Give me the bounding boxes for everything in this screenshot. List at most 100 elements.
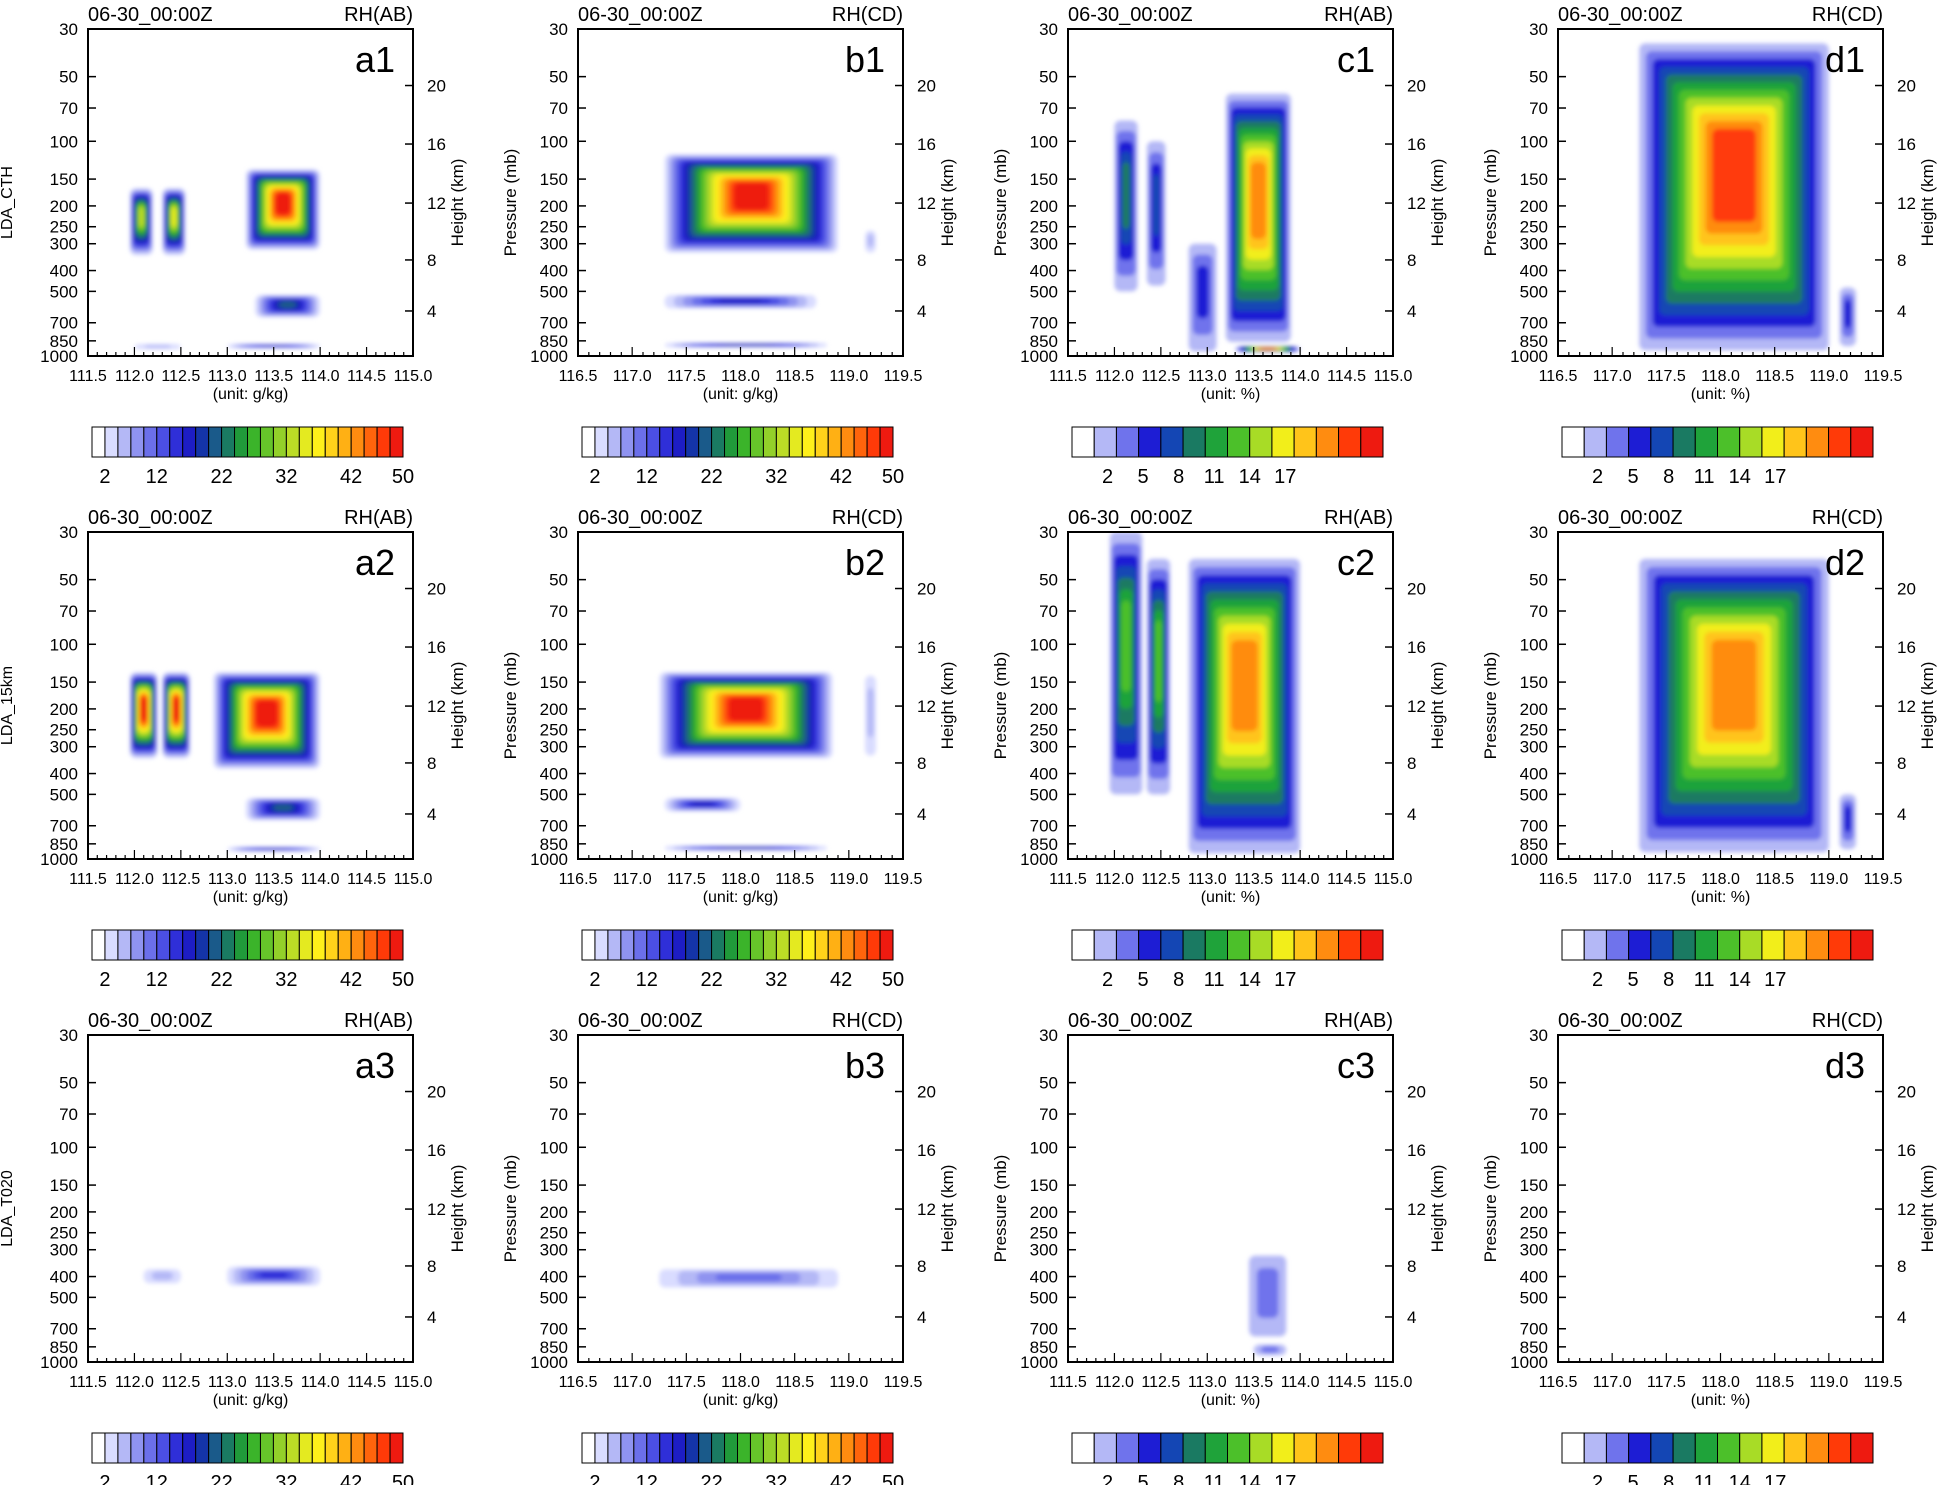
height-tick-label: 20 [917, 1083, 936, 1102]
contour-level-a2-0-23 [140, 697, 147, 721]
colorbar-label: 42 [340, 1472, 362, 1485]
pressure-tick-label: 400 [540, 765, 568, 784]
pressure-tick-label: 150 [1030, 1176, 1058, 1195]
x-axis-unit: (unit: g/kg) [703, 386, 779, 403]
height-tick-label: 20 [427, 580, 446, 599]
colorbar-label: 12 [636, 969, 658, 991]
colorbar-swatch [324, 1432, 339, 1464]
height-tick-label: 4 [1407, 1308, 1416, 1327]
colorbar-swatch [762, 426, 777, 458]
colorbar-swatch [221, 929, 236, 961]
colorbar-swatch [221, 426, 236, 458]
pressure-tick-label: 150 [540, 1176, 568, 1195]
height-tick-label: 16 [427, 135, 446, 154]
x-tick-label: 117.5 [667, 368, 706, 385]
contour-level-a2-2-23 [256, 700, 278, 727]
pressure-tick-label: 850 [50, 835, 78, 854]
x-tick-label: 112.5 [1141, 368, 1180, 385]
pressure-tick-label: 500 [1520, 1288, 1548, 1307]
height-tick-label: 8 [1407, 251, 1416, 270]
colorbar-swatch [1115, 426, 1140, 458]
height-axis-label: Height (km) [1918, 662, 1937, 750]
x-tick-label: 112.0 [115, 368, 154, 385]
pressure-tick-label: 300 [50, 1241, 78, 1260]
colorbar-label: 12 [146, 466, 168, 488]
colorbar-label: 22 [700, 466, 722, 488]
colorbar-swatch [1071, 1432, 1095, 1464]
x-tick-label: 114.0 [301, 1374, 340, 1391]
colorbar-label: 2 [1592, 1472, 1603, 1485]
panel-d1: 06-30_00:00Z RH(CD) d1 30 50 70 100 150 200 25030… [1481, 4, 1937, 488]
colorbar-swatch [389, 426, 404, 458]
x-tick-label: 113.5 [1234, 871, 1273, 888]
colorbar-swatch [337, 1432, 352, 1464]
x-tick-label: 114.0 [301, 368, 340, 385]
height-tick-label: 8 [917, 251, 926, 270]
colorbar-swatch [711, 1432, 726, 1464]
panel-a3: 06-30_00:00Z RH(AB)a330507010015020025030… [0, 1010, 467, 1485]
colorbar-label: 14 [1239, 466, 1261, 488]
left-title-a3: 06-30_00:00Z [88, 1010, 213, 1032]
panel-c3: 06-30_00:00Z RH(AB) c3 30 50 70 100 150 200 25030… [991, 1010, 1447, 1485]
colorbar-label: 11 [1204, 1472, 1225, 1485]
height-tick-label: 12 [1897, 697, 1916, 716]
x-axis-unit: (unit: %) [1691, 386, 1751, 403]
pressure-tick-label: 150 [50, 1176, 78, 1195]
x-tick-label: 118.5 [1755, 1374, 1794, 1391]
height-axis-label: Height (km) [938, 662, 957, 750]
colorbar-swatch [1338, 929, 1362, 961]
height-tick-label: 16 [1407, 135, 1426, 154]
x-tick-label: 115.0 [1374, 368, 1413, 385]
colorbar-swatch [1805, 1432, 1830, 1464]
colorbar-swatch [376, 929, 391, 961]
x-tick-label: 119.0 [1809, 871, 1848, 888]
colorbar-swatch [814, 929, 829, 961]
colorbar-label: 14 [1239, 969, 1261, 991]
right-title-d2: RH(CD) [1812, 507, 1883, 529]
height-tick-label: 16 [917, 638, 936, 657]
colorbar-label: 2 [589, 1472, 600, 1485]
x-tick-label: 113.5 [254, 871, 293, 888]
colorbar-swatch [749, 929, 764, 961]
panel-id-d2: d2 [1825, 542, 1865, 583]
colorbar-swatch [1605, 426, 1630, 458]
pressure-tick-label: 500 [540, 1288, 568, 1307]
contour-fill-b3 [659, 1269, 838, 1288]
height-tick-label: 12 [427, 697, 446, 716]
height-tick-label: 4 [1407, 805, 1416, 824]
pressure-axis-label: Pressure (mb) [1481, 149, 1500, 257]
colorbar-swatch [1561, 426, 1585, 458]
colorbar-swatch [1828, 929, 1852, 961]
contour-level-d2-1-3 [1844, 805, 1852, 833]
x-tick-label: 114.5 [347, 368, 386, 385]
x-tick-label: 118.0 [721, 368, 760, 385]
colorbar-label: 42 [340, 969, 362, 991]
height-tick-label: 12 [917, 1200, 936, 1219]
colorbar-label: 32 [275, 1472, 297, 1485]
colorbar-swatch [685, 426, 700, 458]
panel-id-a2: a2 [355, 542, 395, 583]
x-tick-label: 111.5 [1049, 871, 1087, 888]
colorbar-a1: 2 12 22 32 42 50 [91, 426, 414, 488]
colorbar-swatch [1182, 1432, 1206, 1464]
height-tick-label: 8 [427, 754, 436, 773]
colorbar-swatch [659, 1432, 674, 1464]
colorbar-c2: 2 5 8 11 14 17 [1071, 929, 1384, 991]
x-tick-label: 118.5 [1755, 368, 1794, 385]
colorbar-swatch [1138, 426, 1162, 458]
colorbar-swatch [1360, 929, 1384, 961]
colorbar-swatch [1360, 426, 1384, 458]
x-tick-label: 115.0 [394, 1374, 433, 1391]
colorbar-swatch [247, 426, 261, 458]
plot-frame-a3 [87, 1034, 414, 1363]
colorbar-swatch [853, 426, 868, 458]
colorbar-swatch [594, 1432, 609, 1464]
x-tick-label: 117.5 [1647, 1374, 1686, 1391]
panel-a1: 06-30_00:00Z RH(AB)a130507010015020025030… [0, 4, 467, 488]
pressure-tick-label: 1000 [40, 850, 78, 869]
colorbar-swatch [247, 929, 261, 961]
panel-c1: 06-30_00:00Z RH(AB) c1 30 50 70 100 150 200 25030… [991, 4, 1447, 488]
x-tick-label: 118.0 [721, 871, 760, 888]
pressure-tick-label: 500 [1030, 1288, 1058, 1307]
pressure-tick-label: 1000 [1020, 1353, 1058, 1372]
